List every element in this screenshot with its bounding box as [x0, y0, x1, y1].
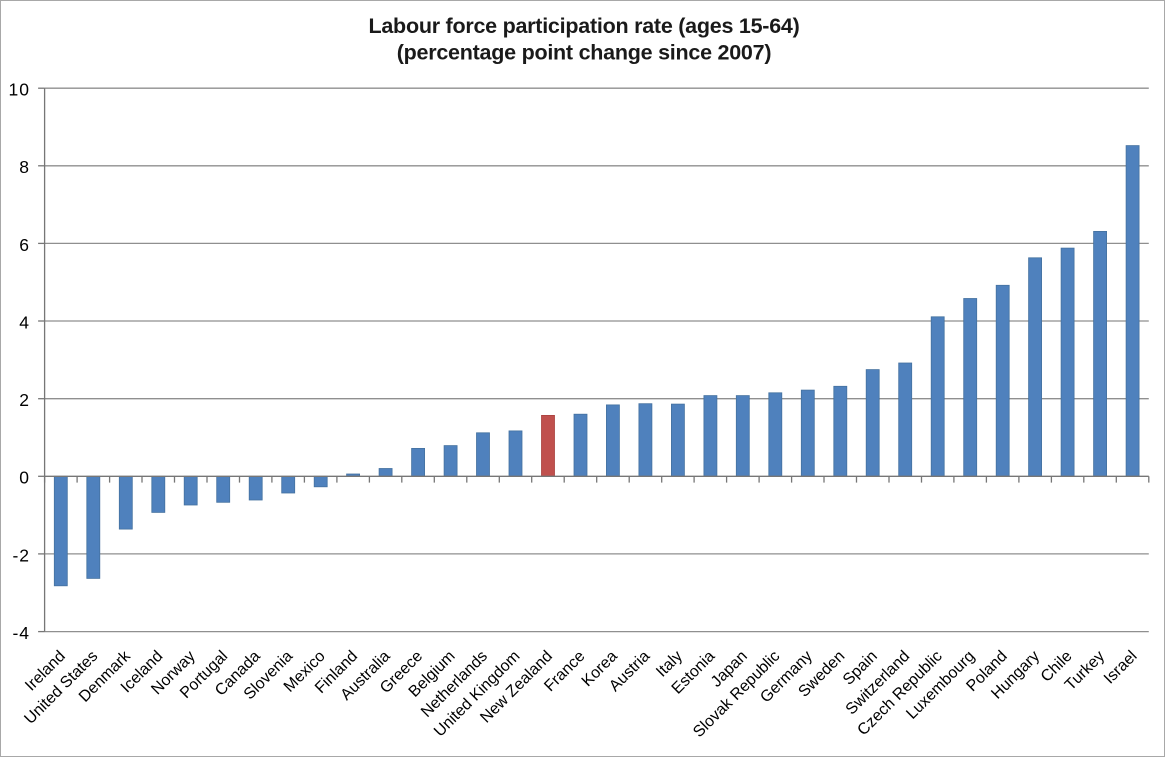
svg-text:8: 8 [19, 157, 30, 177]
svg-text:-4: -4 [12, 623, 30, 643]
svg-text:2: 2 [19, 390, 30, 410]
svg-text:Labour force participation rat: Labour force participation rate (ages 15… [368, 14, 799, 38]
svg-text:6: 6 [19, 235, 30, 255]
svg-text:4: 4 [19, 312, 30, 332]
svg-text:-2: -2 [12, 545, 30, 565]
svg-text:(percentage point change since: (percentage point change since 2007) [397, 41, 772, 65]
svg-text:10: 10 [9, 80, 30, 100]
svg-text:0: 0 [19, 468, 30, 488]
